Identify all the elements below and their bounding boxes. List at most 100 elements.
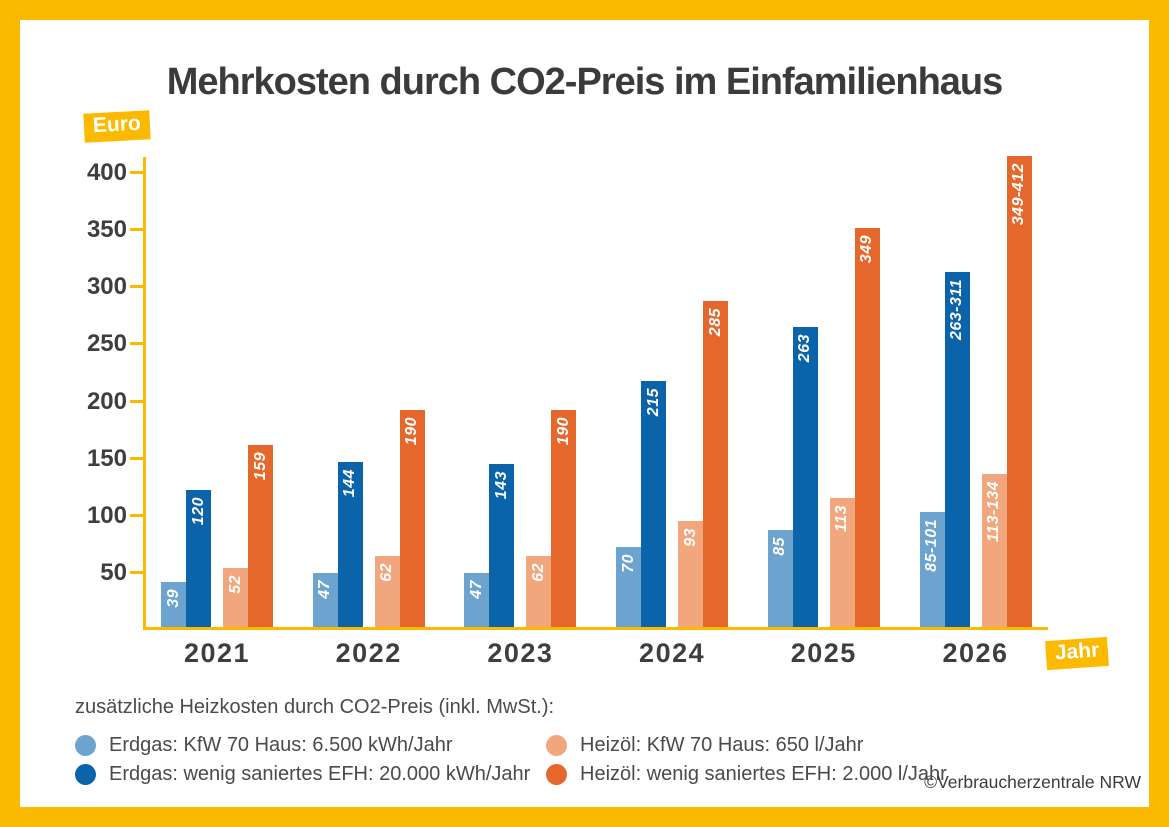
bar-value-label: 285 [706,308,724,337]
bar-heizoel-efh: 190 [551,410,577,627]
legend-label: Heizöl: KfW 70 Haus: 650 l/Jahr [580,734,864,756]
bar-erdgas-kfw70: 70 [616,547,642,627]
bar-value-label: 52 [226,575,244,594]
bar-value-label: 263-311 [948,279,965,341]
y-tick-label: 250 [86,330,127,358]
legend-caption: zusätzliche Heizkosten durch CO2-Preis (… [75,696,555,718]
bar-erdgas-kfw70: 39 [161,582,186,627]
legend-item-erdgas-efh: Erdgas: wenig saniertes EFH: 20.000 kWh/… [75,760,546,789]
bar-erdgas-efh: 263-311 [944,272,970,627]
plot-area: 50 100 150 200 250 300 350 400 39 120 52 159 2021 47 1… [87,156,1048,668]
bar-value-label: 113-134 [985,481,1002,543]
bar-erdgas-efh: 120 [186,490,211,627]
bar-value-label: 47 [467,580,485,599]
bar-heizoel-efh: 159 [248,445,273,627]
legend: Erdgas: KfW 70 Haus: 6.500 kWh/Jahr Erdg… [75,731,947,789]
legend-dot-erdgas-efh-icon [75,764,96,785]
y-tick-label: 350 [86,216,127,244]
bar-value-label: 190 [554,417,572,446]
chart-title: Mehrkosten durch CO2-Preis im Einfamilie… [166,61,1004,103]
bar-heizoel-efh: 349 [854,228,880,627]
y-tick [130,570,143,574]
bar-value-label: 144 [341,469,359,498]
legend-column-heizoel: Heizöl: KfW 70 Haus: 650 l/Jahr Heizöl: … [546,731,947,789]
bar-heizoel-kfw70: 93 [678,521,704,627]
y-tick [130,399,143,403]
y-tick [130,285,143,289]
bar-value-label: 85-101 [923,519,940,572]
bar-heizoel-kfw70: 113 [829,498,855,627]
y-tick-label: 50 [100,558,127,586]
bar-heizoel-kfw70: 62 [526,556,552,627]
y-tick-label: 150 [86,444,127,472]
bar-value-label: 70 [619,554,637,573]
legend-item-erdgas-kfw70: Erdgas: KfW 70 Haus: 6.500 kWh/Jahr [75,731,546,760]
bar-value-label: 93 [681,528,699,547]
x-tick-label: 2026 [942,638,1009,668]
y-tick [130,513,143,517]
x-axis-unit-badge: Jahr [1045,636,1110,671]
bar-erdgas-kfw70: 85-101 [919,512,945,627]
bar-group: 85 263 113 349 2025 [767,228,880,668]
y-tick [130,456,143,460]
legend-dot-erdgas-kfw70-icon [75,735,96,756]
bar-group: 39 120 52 159 2021 [161,445,273,668]
x-tick-label: 2025 [790,638,857,668]
legend-label: Erdgas: KfW 70 Haus: 6.500 kWh/Jahr [109,734,453,756]
y-tick-label: 400 [86,159,127,186]
bar-value-label: 215 [644,388,662,417]
bar-value-label: 159 [251,452,269,481]
bar-value-label: 349-412 [1010,163,1027,226]
legend-column-erdgas: Erdgas: KfW 70 Haus: 6.500 kWh/Jahr Erdg… [75,731,546,789]
bar-value-label: 62 [378,563,396,582]
bar-group: 85-101 263-311 113-134 349-412 2026 [919,156,1032,668]
bar-erdgas-efh: 263 [792,327,818,627]
y-tick-label: 100 [86,501,127,529]
bar-value-label: 263 [796,334,814,363]
bar-heizoel-kfw70: 62 [374,556,400,627]
bar-value-label: 190 [403,417,421,446]
bar-erdgas-kfw70: 47 [312,573,338,627]
bar-value-label: 62 [529,563,547,582]
bar-erdgas-efh: 215 [641,381,667,627]
x-tick-label: 2023 [487,638,554,668]
y-tick [130,228,143,232]
y-tick-label: 200 [86,387,127,415]
legend-label: Heizöl: wenig saniertes EFH: 2.000 l/Jah… [580,763,947,785]
bar-value-label: 113 [833,505,851,533]
legend-item-heizoel-kfw70: Heizöl: KfW 70 Haus: 650 l/Jahr [546,731,947,760]
bar-group: 70 215 93 285 2024 [616,301,729,668]
bar-value-label: 349 [858,235,876,264]
bar-heizoel-efh: 285 [703,301,729,627]
bar-erdgas-efh: 143 [489,464,515,627]
bar-value-label: 120 [189,497,207,526]
x-axis-line [143,627,1048,630]
legend-dot-heizoel-kfw70-icon [546,735,567,756]
legend-label: Erdgas: wenig saniertes EFH: 20.000 kWh/… [109,763,531,785]
copyright: ©Verbraucherzentrale NRW [924,772,1141,792]
bar-erdgas-efh: 144 [337,462,363,627]
bar-erdgas-kfw70: 47 [464,573,490,627]
y-axis-line [143,157,146,630]
bar-value-label: 39 [164,589,182,608]
bar-erdgas-kfw70: 85 [767,530,793,627]
y-tick [130,171,143,174]
y-tick [130,342,143,346]
bar-group: 47 143 62 190 2023 [464,410,577,668]
bar-value-label: 47 [316,580,334,599]
bar-heizoel-kfw70: 52 [223,568,248,627]
bar-value-label: 85 [771,537,789,556]
bar-heizoel-kfw70: 113-134 [981,474,1007,627]
y-axis-unit-badge: Euro [83,110,151,143]
bar-value-label: 143 [492,471,510,500]
x-tick-label: 2022 [335,638,402,668]
legend-dot-heizoel-efh-icon [546,764,567,785]
x-tick-label: 2024 [639,638,706,668]
y-tick-label: 300 [86,273,127,301]
x-tick-label: 2021 [183,638,251,668]
bar-heizoel-efh: 190 [399,410,425,627]
legend-item-heizoel-efh: Heizöl: wenig saniertes EFH: 2.000 l/Jah… [546,760,947,789]
bar-group: 47 144 62 190 2022 [312,410,425,668]
bar-heizoel-efh: 349-412 [1006,156,1032,627]
